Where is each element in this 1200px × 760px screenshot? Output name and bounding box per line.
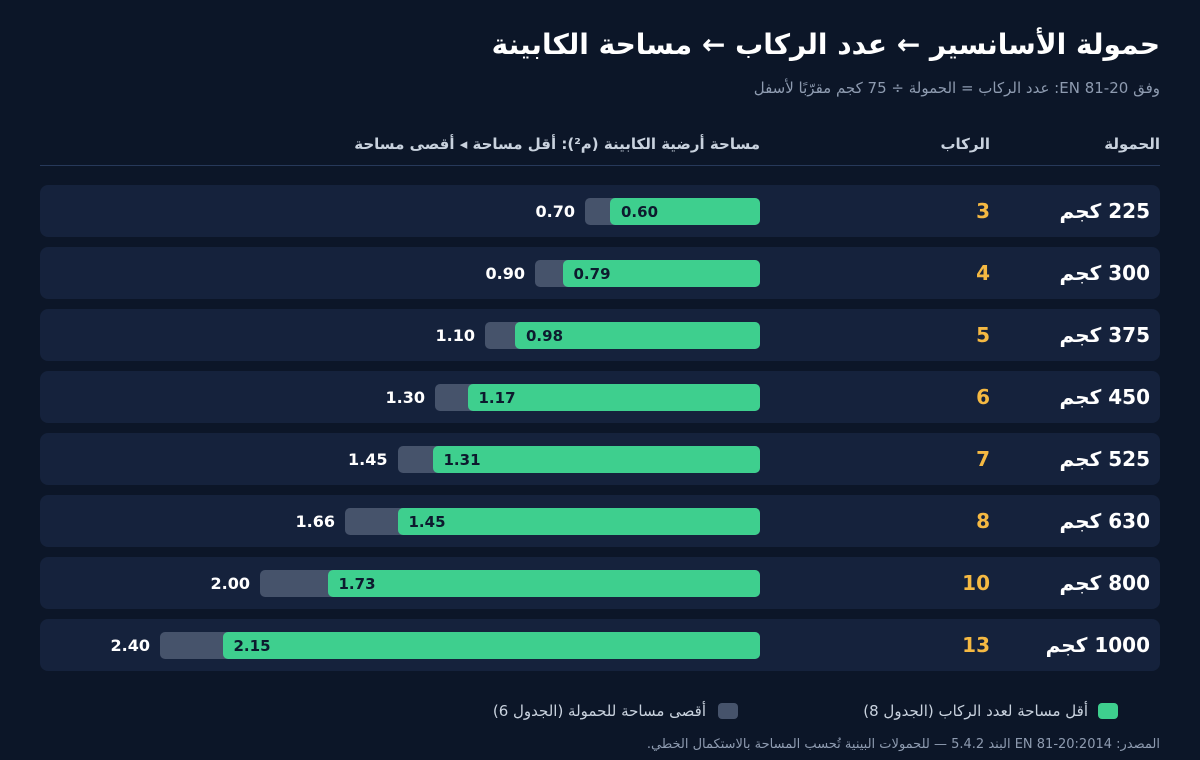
bar-min-value: 1.73: [338, 575, 376, 593]
chart-row: 630 كجم 8 1.45 1.66: [40, 495, 1160, 547]
source-note: المصدر: EN 81-20:2014 البند 5.4.2 — للحم…: [646, 737, 1160, 752]
column-header-passengers: الركاب: [940, 135, 990, 153]
bar-min-value: 1.31: [443, 451, 481, 469]
chart-row: 800 كجم 10 1.73 2.00: [40, 557, 1160, 609]
chart-row: 450 كجم 6 1.17 1.30: [40, 371, 1160, 423]
bar-max-value: 1.30: [385, 388, 425, 407]
chart-row: 525 كجم 7 1.31 1.45: [40, 433, 1160, 485]
load-label: 800 كجم: [1059, 571, 1150, 595]
bar-min-area: [222, 632, 760, 659]
bar-min-value: 0.79: [573, 265, 611, 283]
bar-min-value: 2.15: [233, 637, 271, 655]
bar-max-value: 0.90: [485, 264, 525, 283]
passenger-count: 7: [976, 447, 990, 471]
chart-row: 375 كجم 5 0.98 1.10: [40, 309, 1160, 361]
load-label: 525 كجم: [1059, 447, 1150, 471]
bar-min-area: [327, 570, 760, 597]
legend-max-label: أقصى مساحة للحمولة (الجدول 6): [492, 702, 706, 720]
chart-row: 225 كجم 3 0.60 0.70: [40, 185, 1160, 237]
load-label: 1000 كجم: [1045, 633, 1150, 657]
bar-min-area: [515, 322, 760, 349]
column-header-area: مساحة أرضية الكابينة (م²): أقل مساحة ◂ أ…: [354, 135, 760, 153]
bar-max-value: 1.10: [435, 326, 475, 345]
bar-min-area: [397, 508, 760, 535]
bar-min-area: [432, 446, 760, 473]
legend-max-swatch: [718, 703, 738, 719]
chart-row: 300 كجم 4 0.79 0.90: [40, 247, 1160, 299]
passenger-count: 3: [976, 199, 990, 223]
bar-min-value: 0.98: [526, 327, 564, 345]
bar-min-area: [467, 384, 760, 411]
passenger-count: 4: [976, 261, 990, 285]
bar-min-value: 1.45: [408, 513, 446, 531]
passenger-count: 10: [962, 571, 990, 595]
load-label: 375 كجم: [1059, 323, 1150, 347]
column-header-load: الحمولة: [1104, 135, 1160, 153]
bar-min-value: 1.17: [478, 389, 516, 407]
bar-max-value: 2.00: [210, 574, 250, 593]
header-divider: [40, 165, 1160, 166]
bar-min-area: [562, 260, 760, 287]
load-label: 300 كجم: [1059, 261, 1150, 285]
legend-min-label: أقل مساحة لعدد الركاب (الجدول 8): [863, 702, 1088, 720]
chart-row: 1000 كجم 13 2.15 2.40: [40, 619, 1160, 671]
load-label: 225 كجم: [1059, 199, 1150, 223]
bar-max-value: 1.45: [348, 450, 388, 469]
passenger-count: 13: [962, 633, 990, 657]
bar-max-value: 1.66: [295, 512, 335, 531]
chart-subtitle: وفق EN 81-20: عدد الركاب = الحمولة ÷ 75 …: [753, 79, 1160, 97]
bar-max-value: 2.40: [110, 636, 150, 655]
passenger-count: 6: [976, 385, 990, 409]
chart-title: حمولة الأسانسير ← عدد الركاب ← مساحة الك…: [491, 28, 1160, 61]
bar-max-value: 0.70: [535, 202, 575, 221]
legend-min-swatch: [1098, 703, 1118, 719]
passenger-count: 5: [976, 323, 990, 347]
bar-min-area: [610, 198, 760, 225]
passenger-count: 8: [976, 509, 990, 533]
bar-min-value: 0.60: [621, 203, 659, 221]
load-label: 450 كجم: [1059, 385, 1150, 409]
load-label: 630 كجم: [1059, 509, 1150, 533]
